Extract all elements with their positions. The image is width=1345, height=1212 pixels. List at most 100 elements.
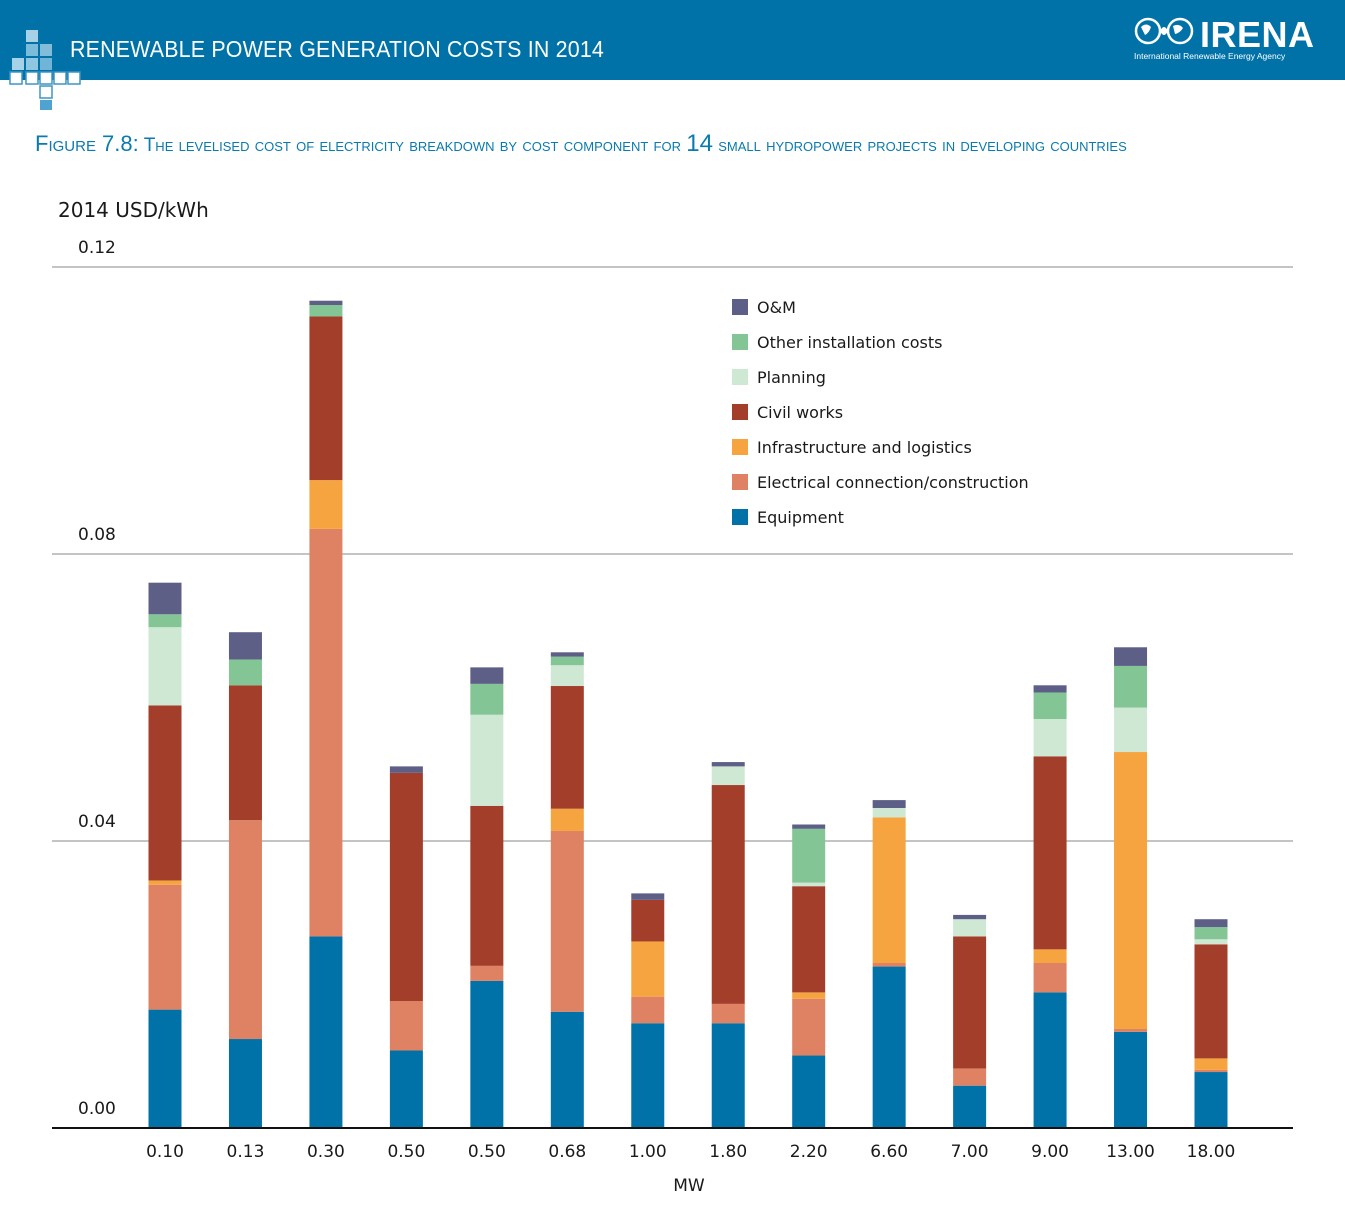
bar-segment [550, 665, 584, 687]
decorative-squares-icon [9, 30, 81, 110]
bar-segment [631, 899, 665, 942]
bar-segment [470, 980, 504, 1128]
bar-segment [1194, 927, 1228, 940]
bar-segment [148, 614, 182, 628]
bar-segment [792, 886, 826, 993]
bar-segment [1194, 944, 1228, 1059]
bar-segment [550, 1011, 584, 1128]
bar-segment [309, 305, 343, 317]
y-tick-label: 0.08 [78, 525, 116, 545]
bar-segment [953, 1085, 987, 1128]
bar-segment [309, 480, 343, 529]
bar-segment [711, 1023, 745, 1128]
legend-label: Electrical connection/construction [757, 473, 1029, 492]
bar-segment [872, 800, 906, 808]
bar-segment [631, 893, 665, 900]
legend-swatch [732, 299, 748, 315]
bar-segment [872, 962, 906, 967]
x-axis-label: MW [673, 1176, 705, 1196]
bar-segment [1114, 1031, 1148, 1128]
header-bar: RENEWABLE POWER GENERATION COSTS IN 2014… [0, 0, 1345, 80]
bar-segment [309, 936, 343, 1128]
x-tick-label: 6.60 [870, 1142, 908, 1162]
legend-swatch [732, 334, 748, 350]
logo-wordmark: IRENA [1200, 14, 1315, 55]
figure-title-prefix: Figure 7.8: [35, 131, 139, 156]
bar-segment [792, 824, 826, 829]
bar-segment [550, 830, 584, 1012]
x-tick-label: 0.13 [227, 1142, 265, 1162]
bar-segment [389, 1001, 423, 1051]
bar-segment [228, 1039, 262, 1128]
legend-label: Planning [757, 368, 826, 387]
bar-segment [1033, 756, 1067, 950]
bar-segment [550, 652, 584, 657]
x-tick-label: 1.00 [629, 1142, 667, 1162]
legend-swatch [732, 509, 748, 525]
bar-segment [1114, 647, 1148, 666]
bar-segment [148, 705, 182, 881]
bar-segment [309, 300, 343, 306]
page-title: RENEWABLE POWER GENERATION COSTS IN 2014 [70, 36, 604, 62]
bar-segment [953, 919, 987, 937]
legend-label: Equipment [757, 508, 844, 527]
bar-segment [792, 882, 826, 887]
bar-segment [470, 683, 504, 715]
bar-segment [711, 785, 745, 1004]
bar-segment [550, 686, 584, 809]
bar-segment [1194, 1058, 1228, 1070]
legend-label: Infrastructure and logistics [757, 438, 972, 457]
bar-segment [1114, 665, 1148, 708]
bar-segment [550, 656, 584, 666]
bar-segment [470, 714, 504, 806]
bar-segment [309, 316, 343, 481]
bar-segment [1033, 692, 1067, 720]
bar-segment [711, 766, 745, 786]
bar-segment [1114, 752, 1148, 1029]
bar-segment [148, 1009, 182, 1128]
bar-segment [470, 965, 504, 981]
legend-label: Civil works [757, 403, 843, 422]
x-tick-label: 0.30 [307, 1142, 345, 1162]
x-tick-label: 2.20 [790, 1142, 828, 1162]
x-tick-label: 13.00 [1106, 1142, 1155, 1162]
bar-segment [792, 828, 826, 883]
bar-segment [1194, 939, 1228, 945]
x-tick-label: 7.00 [951, 1142, 989, 1162]
bar-segment [872, 817, 906, 963]
irena-globe-icon [1134, 17, 1194, 45]
legend-swatch [732, 369, 748, 385]
x-tick-label: 0.50 [468, 1142, 506, 1162]
figure-title-text: The levelised cost of electricity breakd… [138, 135, 687, 156]
x-tick-label: 0.50 [387, 1142, 425, 1162]
figure-title-number: 14 [686, 130, 713, 157]
x-tick-label: 9.00 [1031, 1142, 1069, 1162]
bar-segment [1033, 992, 1067, 1128]
bar-segment [309, 528, 343, 937]
bar-segment [389, 1050, 423, 1128]
bar-segment [711, 1003, 745, 1024]
y-tick-label: 0.12 [78, 238, 116, 258]
legend-swatch [732, 439, 748, 455]
bar-segment [711, 762, 745, 767]
y-tick-label: 0.04 [78, 812, 116, 832]
bar-segment [148, 880, 182, 885]
x-tick-label: 0.10 [146, 1142, 184, 1162]
bar-segment [872, 966, 906, 1128]
bar-segment [1033, 949, 1067, 963]
x-tick-label: 18.00 [1187, 1142, 1236, 1162]
x-tick-label: 0.68 [548, 1142, 586, 1162]
bar-segment [953, 1068, 987, 1086]
bar-segment [228, 685, 262, 821]
legend-swatch [732, 474, 748, 490]
bar-segment [1033, 719, 1067, 757]
bar-segment [470, 667, 504, 684]
bar-segment [631, 941, 665, 997]
bar-segment [1194, 1072, 1228, 1128]
legend-label: Other installation costs [757, 333, 942, 352]
legend-label: O&M [757, 298, 796, 317]
bar-segment [1114, 707, 1148, 753]
bar-segment [1033, 962, 1067, 993]
logo-subtitle: International Renewable Energy Agency [1134, 51, 1286, 61]
